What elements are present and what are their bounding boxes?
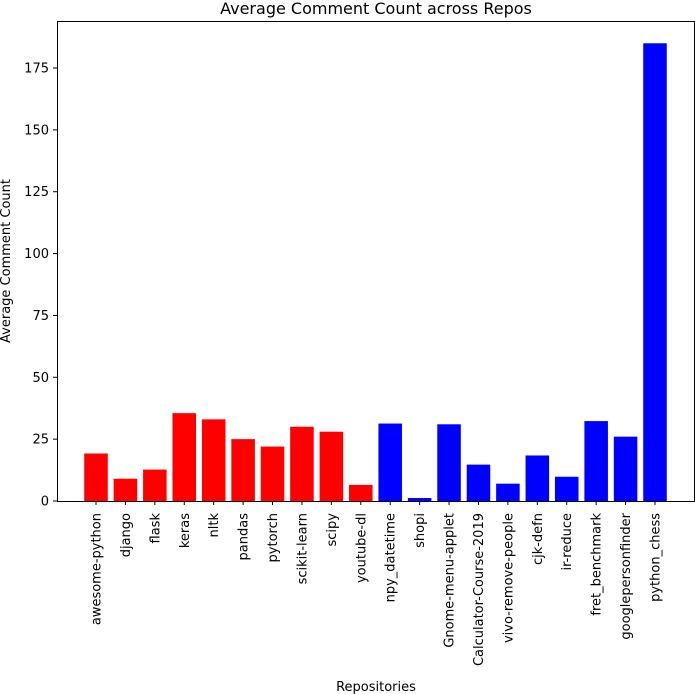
bar-gnome-menu-applet xyxy=(437,424,461,501)
x-tick-label: vivo-remove-people xyxy=(501,513,516,643)
bar-ir-reduce xyxy=(554,476,579,501)
x-tick-label: Gnome-menu-applet xyxy=(443,513,458,648)
y-ticks-layer: 0 25 50 75 100 125 150 175 xyxy=(24,62,57,510)
bar-awesome-python xyxy=(84,453,108,501)
bar-cjk-defn xyxy=(525,455,550,501)
x-tick-label: scikit-learn xyxy=(295,513,310,584)
bar-scipy xyxy=(319,431,344,501)
bar-nltk xyxy=(201,419,226,501)
y-tick-label: 100 xyxy=(24,247,49,262)
bar-django xyxy=(113,478,138,501)
bar-npy-datetime xyxy=(378,423,402,501)
bar-calculator-course-2019 xyxy=(466,464,491,501)
bars-layer xyxy=(84,43,667,502)
y-tick-label: 175 xyxy=(24,62,49,77)
x-tick-label: scipy xyxy=(325,513,340,547)
y-tick-label: 150 xyxy=(24,123,49,138)
y-tick-label: 50 xyxy=(32,371,49,386)
bar-scikit-learn xyxy=(290,426,314,501)
y-tick-label: 125 xyxy=(24,185,49,200)
y-tick-label: 25 xyxy=(32,433,49,448)
x-ticks-layer: awesome-python django flask keras nltk pandas… xyxy=(90,501,664,666)
x-tick-label: pandas xyxy=(237,513,252,561)
y-axis-title: Average Comment Count xyxy=(0,179,14,343)
bar-pandas xyxy=(231,439,255,501)
x-tick-label: shopi xyxy=(413,513,428,548)
x-tick-label: pytorch xyxy=(266,513,281,562)
bar-keras xyxy=(172,413,197,501)
x-tick-label: django xyxy=(119,513,134,557)
bar-youtube-dl xyxy=(349,484,373,501)
chart-title: Average Comment Count across Repos xyxy=(220,0,532,18)
x-tick-label: cjk-defn xyxy=(531,513,546,565)
bar-googlepersonfinder xyxy=(613,436,638,501)
x-tick-label: nltk xyxy=(207,513,222,538)
x-tick-label: flask xyxy=(148,513,163,544)
bar-flask xyxy=(143,469,167,501)
x-tick-label: Calculator-Course-2019 xyxy=(472,513,487,666)
x-tick-label: python_chess xyxy=(649,513,664,602)
bar-shopi xyxy=(407,498,432,501)
bar-pytorch xyxy=(260,446,285,501)
x-tick-label: keras xyxy=(178,513,193,548)
x-tick-label: npy_datetime xyxy=(384,513,399,602)
x-tick-label: youtube-dl xyxy=(354,513,369,583)
bar-python-chess xyxy=(643,43,667,502)
x-tick-label: ir-reduce xyxy=(560,513,575,571)
x-axis-title: Repositories xyxy=(336,680,416,694)
bar-fret-benchmark xyxy=(584,421,608,501)
bar-vivo-remove-people xyxy=(496,483,520,501)
y-tick-label: 75 xyxy=(32,309,49,324)
x-tick-label: googlepersonfinder xyxy=(619,512,634,639)
y-tick-label: 0 xyxy=(41,495,49,510)
x-tick-label: awesome-python xyxy=(90,513,105,625)
x-tick-label: fret_benchmark xyxy=(590,513,605,616)
